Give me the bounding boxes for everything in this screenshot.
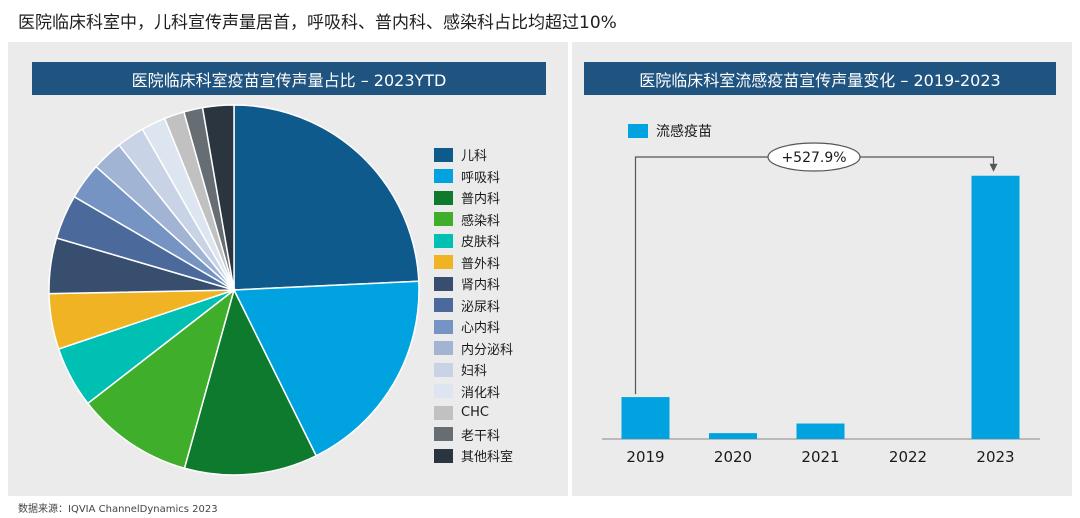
bar-2021 xyxy=(796,423,845,439)
footnote: 数据来源：IQVIA ChannelDynamics 2023 xyxy=(18,504,218,515)
bar-legend-label: 流感疫苗 xyxy=(656,124,712,140)
x-tick-label: 2019 xyxy=(626,448,664,466)
legend-item: 内分泌科 xyxy=(434,338,513,360)
bar-legend-swatch xyxy=(628,124,648,138)
legend-item: 普内科 xyxy=(434,187,513,209)
legend-item: 普外科 xyxy=(434,252,513,274)
legend-item: 皮肤科 xyxy=(434,230,513,252)
x-tick-label: 2020 xyxy=(714,448,752,466)
bar-2023 xyxy=(971,175,1020,439)
pie-panel: 医院临床科室疫苗宣传声量占比 – 2023YTD 儿科呼吸科普内科感染科皮肤科普… xyxy=(8,42,568,496)
growth-label: +527.9% xyxy=(781,150,846,166)
legend-swatch xyxy=(434,448,453,463)
legend-swatch xyxy=(434,341,453,356)
x-tick-label: 2022 xyxy=(889,448,927,466)
pie-slice-0 xyxy=(233,104,420,291)
x-tick-label: 2023 xyxy=(976,448,1014,466)
legend-swatch xyxy=(434,384,453,399)
legend-item: 感染科 xyxy=(434,209,513,231)
pie-slice-1 xyxy=(232,280,420,457)
headline: 医院临床科室中，儿科宣传声量居首，呼吸科、普内科、感染科占比均超过10% xyxy=(18,13,617,33)
pie-slice-3 xyxy=(86,288,236,470)
legend-item: 老干科 xyxy=(434,424,513,446)
legend-swatch xyxy=(434,255,453,270)
legend-swatch xyxy=(434,319,453,334)
bar-panel: 医院临床科室流感疫苗宣传声量变化 – 2019-2023 流感疫苗 2019 20… xyxy=(572,42,1072,496)
legend-item: 肾内科 xyxy=(434,273,513,295)
legend-label: CHC xyxy=(461,405,489,421)
legend-label: 妇科 xyxy=(461,364,488,380)
legend-label: 消化科 xyxy=(461,385,501,401)
legend-item: 消化科 xyxy=(434,381,513,403)
legend-swatch xyxy=(434,362,453,377)
legend-label: 皮肤科 xyxy=(461,235,501,251)
growth-bubble xyxy=(767,142,861,172)
legend-label: 呼吸科 xyxy=(461,170,501,186)
legend-label: 泌尿科 xyxy=(461,299,501,315)
legend-swatch xyxy=(434,233,453,248)
growth-arrowhead xyxy=(989,163,998,172)
legend-swatch xyxy=(434,212,453,227)
bar-chart: 2019 2020 2021 2022 2023 +527.9% xyxy=(602,142,1040,466)
legend-label: 普外科 xyxy=(461,256,501,272)
legend-swatch xyxy=(434,427,453,442)
legend-label: 普内科 xyxy=(461,192,501,208)
growth-bracket xyxy=(634,156,995,395)
legend-label: 儿科 xyxy=(461,149,488,165)
legend-item: 泌尿科 xyxy=(434,295,513,317)
legend-swatch xyxy=(434,169,453,184)
legend-swatch xyxy=(434,405,453,420)
legend-swatch xyxy=(434,147,453,162)
legend-item: 心内科 xyxy=(434,316,513,338)
legend-swatch xyxy=(434,190,453,205)
legend-label: 心内科 xyxy=(461,321,501,337)
legend-label: 老干科 xyxy=(461,428,501,444)
legend-label: 感染科 xyxy=(461,213,501,229)
pie-slice-14 xyxy=(201,104,235,291)
legend-label: 内分泌科 xyxy=(461,342,514,358)
bar-2020 xyxy=(709,433,757,439)
bar-legend: 流感疫苗 xyxy=(628,121,712,141)
legend-item: 儿科 xyxy=(434,144,513,166)
pie-chart-title: 医院临床科室疫苗宣传声量占比 – 2023YTD xyxy=(32,62,546,95)
legend-swatch xyxy=(434,298,453,313)
bar-chart-title: 医院临床科室流感疫苗宣传声量变化 – 2019-2023 xyxy=(584,62,1056,95)
x-tick-label: 2021 xyxy=(801,448,839,466)
legend-label: 其他科室 xyxy=(461,450,514,466)
legend-item: CHC xyxy=(434,402,513,424)
legend-swatch xyxy=(434,276,453,291)
legend-item: 呼吸科 xyxy=(434,166,513,188)
bar-2019 xyxy=(621,397,670,439)
pie-legend: 儿科呼吸科普内科感染科皮肤科普外科肾内科泌尿科心内科内分泌科妇科消化科 CHC 老干… xyxy=(434,144,513,467)
legend-label: 肾内科 xyxy=(461,278,501,294)
legend-item: 妇科 xyxy=(434,359,513,381)
pie-slice-2 xyxy=(183,287,318,476)
pie-chart xyxy=(48,104,420,476)
legend-item: 其他科室 xyxy=(434,445,513,467)
